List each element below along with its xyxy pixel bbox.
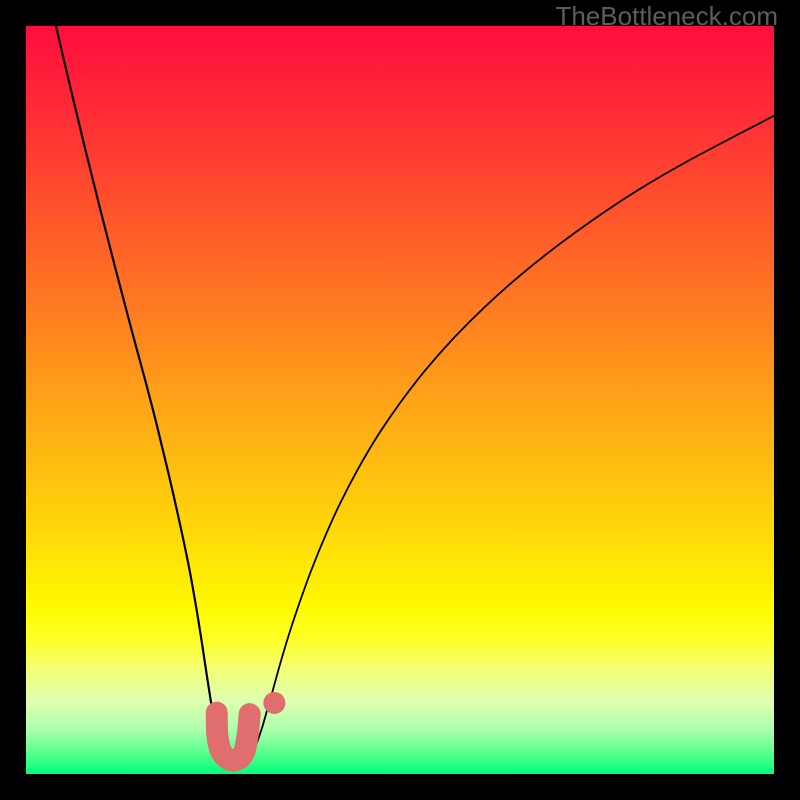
chart-frame: TheBottleneck.com <box>0 0 800 800</box>
left-curve <box>56 26 239 767</box>
curves-layer <box>26 26 774 774</box>
watermark-text: TheBottleneck.com <box>555 1 778 32</box>
plot-area <box>26 26 774 774</box>
highlight-dot <box>263 692 285 714</box>
right-curve <box>243 116 774 767</box>
highlight-u-shape <box>217 713 250 761</box>
